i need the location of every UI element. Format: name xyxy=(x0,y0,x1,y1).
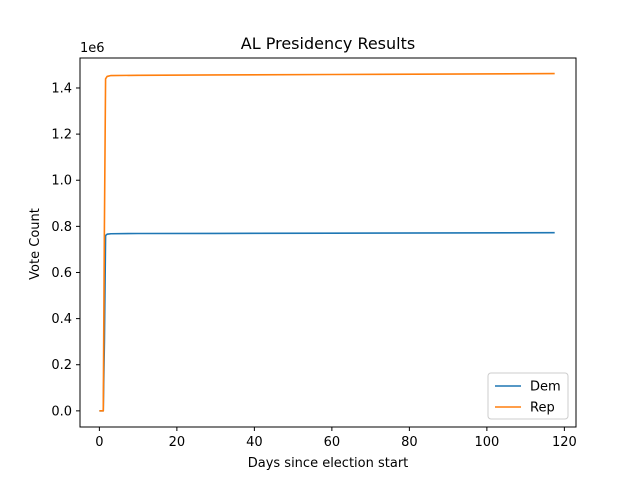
x-tick-label: 20 xyxy=(169,435,186,450)
axes-frame xyxy=(79,57,577,428)
x-axis: 0 20 40 60 80 100 120 xyxy=(95,427,577,450)
y-offset-label: 1e6 xyxy=(80,41,105,56)
plot-area xyxy=(79,57,577,428)
y-tick-label: 1.2 xyxy=(51,128,72,143)
y-axis: 0.0 0.2 0.4 0.6 0.8 1.0 1.2 1.4 xyxy=(51,81,80,419)
y-tick-label: 0.8 xyxy=(51,220,72,235)
y-tick-label: 1.0 xyxy=(51,174,72,189)
chart-title: AL Presidency Results xyxy=(241,34,415,53)
x-tick-label: 120 xyxy=(552,435,577,450)
x-axis-label: Days since election start xyxy=(248,456,409,471)
x-tick-label: 100 xyxy=(474,435,499,450)
series-layer xyxy=(99,72,555,412)
x-tick-label: 0 xyxy=(95,435,103,450)
y-tick-label: 0.6 xyxy=(51,266,72,281)
legend: Dem Rep xyxy=(487,372,569,420)
y-axis-label: Vote Count xyxy=(28,208,43,280)
series-line-rep xyxy=(99,72,555,412)
y-tick-label: 0.2 xyxy=(51,358,72,373)
legend-label-dem: Dem xyxy=(530,380,561,395)
x-tick-label: 80 xyxy=(401,435,418,450)
y-tick-label: 0.0 xyxy=(51,404,72,419)
x-tick-label: 40 xyxy=(246,435,263,450)
legend-label-rep: Rep xyxy=(530,401,555,416)
y-tick-label: 1.4 xyxy=(51,81,72,96)
x-tick-label: 60 xyxy=(324,435,341,450)
y-tick-label: 0.4 xyxy=(51,312,72,327)
